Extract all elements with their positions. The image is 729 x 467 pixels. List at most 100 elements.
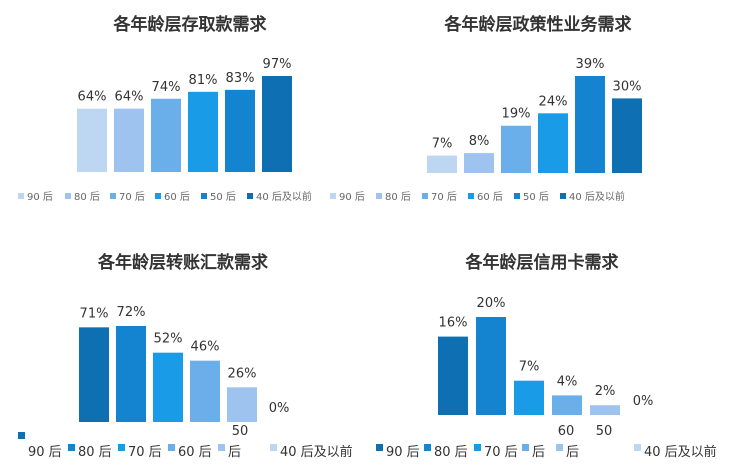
data-label: 46% [191,340,220,355]
data-label: 26% [228,366,257,381]
legend-swatch [18,193,24,199]
data-label: 64% [78,90,107,105]
chart-title-deposit: 各年龄层存取款需求 [113,14,267,35]
legend-label: 70 后 [119,191,145,203]
bar [427,155,457,173]
legend-label: 50 后 [210,191,236,203]
legend-label: 60 后 [164,191,190,203]
legend-swatch [201,193,207,199]
bar [590,405,620,415]
stray-label: 50 [596,424,613,439]
legend-swatch [110,193,116,199]
legend-label: 40 后及以前 [569,190,625,203]
legend-label: 60 后 [178,445,212,460]
data-label: 52% [154,332,183,347]
bar [514,380,544,415]
legend-swatch [65,193,71,199]
legend-swatch [247,193,253,199]
bar [464,153,494,173]
bar [79,327,109,422]
data-label: 0% [269,401,290,416]
stray-label: 60 [558,424,575,439]
stray-label: 50 [232,424,249,439]
legend-label: 50 后 [523,191,549,203]
legend-swatch [376,444,383,451]
bar [225,89,255,172]
data-label: 64% [115,90,144,105]
legend-swatch [18,432,25,439]
bar [438,336,468,415]
legend-swatch [118,444,125,451]
legend-label: 90 后 [339,191,365,203]
legend-swatch [514,193,520,199]
data-label: 30% [613,79,642,94]
legend-swatch [68,444,75,451]
legend-swatch [168,444,175,451]
bar [188,91,218,172]
legend-label: 90 后 [386,445,420,460]
legend-swatch [474,444,481,451]
legend-label: 40 后及以前 [280,444,353,460]
bar [476,317,506,415]
legend-label: 80 后 [434,445,468,460]
bar [612,98,642,173]
legend-label: 80 后 [385,191,411,203]
data-label: 19% [502,107,531,122]
chart-title-policy: 各年龄层政策性业务需求 [444,14,632,35]
legend-swatch [424,444,431,451]
bar [153,352,183,422]
data-label: 39% [576,57,605,72]
data-label: 16% [439,316,468,331]
legend-swatch [376,193,382,199]
data-label: 71% [80,306,109,321]
legend-swatch [155,193,161,199]
chart-title-transfer: 各年龄层转账汇款需求 [97,252,268,273]
data-label: 8% [469,134,490,149]
legend-swatch [422,193,428,199]
data-label: 20% [477,296,506,311]
legend-swatch [270,444,277,451]
data-label: 7% [519,360,540,375]
legend-label: 90 后 [27,191,53,203]
legend-swatch [560,193,566,199]
legend-label: 后 [566,445,579,460]
data-label: 0% [633,394,654,409]
data-label: 72% [117,305,146,320]
legend-label: 80 后 [74,191,100,203]
data-label: 97% [263,57,292,72]
data-label: 24% [539,94,568,109]
legend-label: 40 后及以前 [256,190,312,203]
legend-label: 70 后 [484,445,518,460]
legend-swatch [330,193,336,199]
data-label: 83% [226,71,255,86]
legend-label: 90 后 [28,445,62,460]
data-label: 2% [595,384,616,399]
data-label: 81% [189,73,218,88]
data-label: 7% [432,137,453,152]
bar [77,108,107,172]
legend-label: 80 后 [78,445,112,460]
legend-label: 后 [228,445,241,460]
bar [575,76,605,173]
legend-swatch [218,444,225,451]
legend-label: 60 后 [477,191,503,203]
legend-swatch [634,444,641,451]
legend-label: 40 后及以前 [644,444,717,460]
bar [227,387,257,422]
bar [552,395,582,415]
legend-swatch [556,444,563,451]
legend-label: 70 后 [128,445,162,460]
bar [190,360,220,422]
bar [116,326,146,422]
chart-title-credit-card: 各年龄层信用卡需求 [465,252,619,273]
legend-swatch [522,444,529,451]
bar [501,125,531,173]
bar [114,108,144,172]
legend-label: 70 后 [431,191,457,203]
data-label: 4% [557,374,578,389]
bar [538,113,568,173]
legend-swatch [468,193,474,199]
bar [262,76,292,172]
data-label: 74% [152,80,181,95]
